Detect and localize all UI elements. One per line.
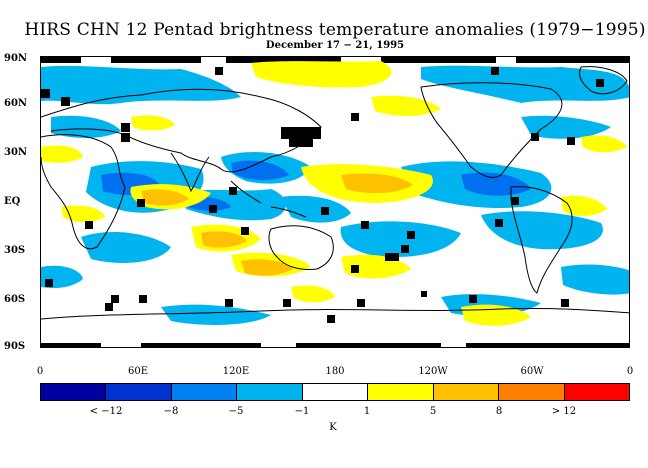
lon-label-60e: 60E bbox=[127, 366, 149, 377]
colorbar bbox=[40, 383, 630, 401]
lon-label-120w: 120W bbox=[418, 366, 448, 377]
lat-label-30s: 30S bbox=[4, 245, 26, 256]
strong-warm-anomaly-regions bbox=[141, 173, 413, 276]
colorbar-segment-6 bbox=[433, 384, 500, 400]
lat-label-90n: 90N bbox=[4, 53, 28, 64]
colorbar-label-1neg: −1 bbox=[294, 406, 310, 417]
colorbar-segment-8 bbox=[564, 384, 629, 400]
colorbar-label-lt-12: < −12 bbox=[89, 406, 123, 417]
colorbar-segment-2 bbox=[171, 384, 238, 400]
lat-label-30n: 30N bbox=[4, 147, 28, 158]
missing-data-markers bbox=[41, 67, 604, 323]
anomaly-map-graphic bbox=[41, 57, 629, 347]
lat-label-60n: 60N bbox=[4, 98, 28, 109]
lat-label-90s: 90S bbox=[4, 341, 26, 352]
colorbar-label-1: 1 bbox=[363, 406, 371, 417]
pole-band-gaps bbox=[81, 57, 516, 347]
anomaly-map bbox=[40, 56, 630, 348]
coastlines bbox=[41, 66, 629, 320]
lat-label-eq: EQ bbox=[4, 196, 21, 207]
lon-label-0: 0 bbox=[36, 366, 44, 377]
colorbar-segment-5 bbox=[368, 384, 434, 400]
lat-label-60s: 60S bbox=[4, 294, 26, 305]
lon-label-180: 180 bbox=[325, 366, 345, 377]
lon-label-120e: 120E bbox=[222, 366, 250, 377]
colorbar-label-5: 5 bbox=[429, 406, 437, 417]
north-pole-missing-band bbox=[41, 57, 629, 63]
colorbar-unit: K bbox=[329, 422, 337, 433]
colorbar-label-5neg: −5 bbox=[228, 406, 244, 417]
colorbar-label-8neg: −8 bbox=[163, 406, 179, 417]
colorbar-segment-4 bbox=[302, 384, 369, 400]
south-pole-missing-band bbox=[41, 343, 629, 347]
colorbar-label-gt-12: > 12 bbox=[551, 406, 577, 417]
colorbar-segment-1 bbox=[106, 384, 172, 400]
map-subtitle: December 17 − 21, 1995 bbox=[265, 40, 405, 51]
map-title: HIRS CHN 12 Pentad brightness temperatur… bbox=[24, 20, 646, 40]
colorbar-segment-0 bbox=[41, 384, 107, 400]
colorbar-segment-7 bbox=[499, 384, 565, 400]
lon-label-60w: 60W bbox=[520, 366, 544, 377]
colorbar-label-8: 8 bbox=[495, 406, 503, 417]
colorbar-segment-3 bbox=[237, 384, 303, 400]
lon-label-0-east: 0 bbox=[626, 366, 634, 377]
